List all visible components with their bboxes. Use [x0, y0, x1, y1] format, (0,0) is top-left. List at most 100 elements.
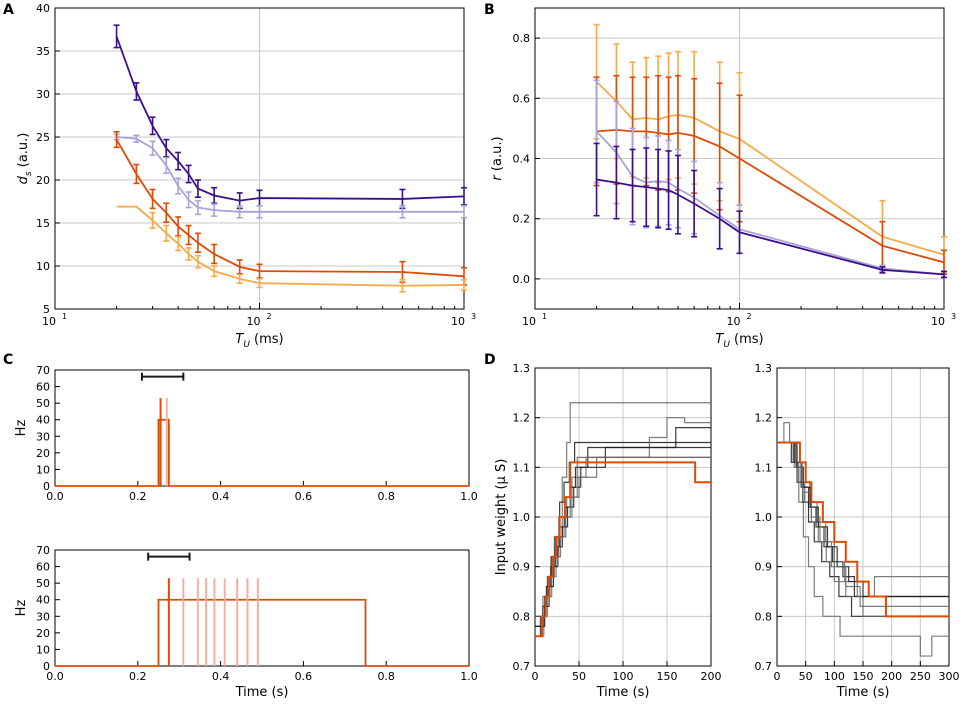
- x-tick-label-3: 0.6: [295, 490, 313, 503]
- weight-trace-7: [535, 461, 711, 638]
- x-tick-label-3: 0.6: [295, 670, 313, 683]
- y-tick-label-0: 0.7: [755, 660, 773, 673]
- y-tick-label-7: 70: [36, 364, 50, 377]
- series-line: [115, 36, 465, 202]
- x-tick-label-4: 0.8: [377, 670, 395, 683]
- y-tick-label-4: 25: [36, 131, 50, 144]
- series-line: [116, 205, 465, 287]
- y-axis-label-c-bottom: Hz: [14, 600, 29, 617]
- x-tick-label-2: 0.4: [212, 490, 230, 503]
- plot-frame-c-top: [54, 369, 470, 487]
- series-line: [596, 129, 945, 264]
- x-tick-label-6: 300: [939, 670, 960, 683]
- series-a-0: [113, 24, 467, 210]
- y-tick-label-2: 0.9: [513, 561, 531, 574]
- x-tick-exp-1: 2: [747, 312, 752, 321]
- weights-d-left: [535, 402, 711, 638]
- axes-b: 10 1 10 2 10 3 0.0 0.2 0.4 0.6 0.8: [513, 7, 956, 328]
- x-axis-label-a: TU (ms): [235, 332, 283, 350]
- x-tick-label-1: 10: [727, 315, 741, 328]
- panel-label-c: C: [3, 352, 13, 368]
- weight-trace-0: [777, 422, 949, 657]
- plot-frame-a: [54, 7, 465, 310]
- y-axis-label-b: r (a.u.): [490, 136, 505, 180]
- y-tick-label-7: 40: [36, 2, 50, 15]
- y-tick-label-3: 1.0: [755, 511, 773, 524]
- y-tick-label-2: 0.4: [513, 153, 531, 166]
- series-line: [596, 178, 945, 276]
- y-tick-label-0: 5: [43, 303, 50, 316]
- y-tick-label-4: 1.1: [755, 461, 773, 474]
- x-tick-label-5: 1.0: [460, 670, 478, 683]
- panel-label-d: D: [484, 352, 496, 368]
- plot-frame-d-left: [534, 367, 712, 667]
- y-tick-label-2: 20: [36, 447, 50, 460]
- plot-frame-d-right: [776, 367, 950, 667]
- y-tick-label-3: 20: [36, 174, 50, 187]
- y-tick-label-1: 0.2: [513, 213, 531, 226]
- y-axis-label-d-left: Input weight (μ S): [494, 459, 509, 576]
- x-tick-label-1: 50: [572, 670, 586, 683]
- y-tick-label-5: 1.2: [755, 412, 773, 425]
- y-tick-label-1: 0.8: [755, 610, 773, 623]
- y-tick-label-3: 0.6: [513, 92, 531, 105]
- x-tick-label-0: 10: [522, 315, 536, 328]
- x-tick-label-4: 200: [881, 670, 902, 683]
- x-tick-label-0: 0.0: [46, 490, 64, 503]
- y-tick-label-3: 30: [36, 430, 50, 443]
- y-tick-label-4: 40: [36, 414, 50, 427]
- y-tick-label-0: 0.0: [513, 273, 531, 286]
- x-tick-label-0: 0: [532, 670, 539, 683]
- y-axis-label-c-top: Hz: [14, 420, 29, 437]
- x-tick-exp-2: 3: [951, 312, 956, 321]
- x-tick-label-1: 0.2: [129, 670, 147, 683]
- rate-trace: [55, 598, 469, 667]
- y-tick-label-1: 10: [36, 260, 50, 273]
- y-tick-label-1: 0.8: [513, 610, 531, 623]
- axes-c-top: 0.0 0.2 0.4 0.6 0.8 1.0 0 10 20 30 40 50 60 70: [36, 364, 478, 503]
- x-tick-label-0: 10: [42, 315, 56, 328]
- series-line: [116, 136, 464, 213]
- series-line: [115, 139, 465, 278]
- x-tick-label-2: 10: [451, 315, 465, 328]
- series-a-3: [116, 205, 467, 293]
- weight-trace-7: [777, 441, 949, 618]
- rate-group-c-bottom: [55, 552, 469, 667]
- weight-trace-4: [777, 441, 949, 598]
- x-tick-label-1: 10: [247, 315, 261, 328]
- y-tick-label-4: 0.8: [513, 32, 531, 45]
- x-tick-label-2: 0.4: [212, 670, 230, 683]
- y-tick-label-6: 35: [36, 45, 50, 58]
- y-tick-label-6: 60: [36, 381, 50, 394]
- series-a-1: [113, 133, 467, 219]
- y-tick-label-3: 30: [36, 610, 50, 623]
- y-tick-label-5: 50: [36, 577, 50, 590]
- y-tick-label-3: 1.0: [513, 511, 531, 524]
- x-axis-label-d-right: Time (s): [836, 685, 890, 700]
- x-tick-exp-0: 1: [62, 312, 67, 321]
- panel-label-a: A: [3, 2, 14, 18]
- x-tick-label-2: 100: [824, 670, 845, 683]
- x-tick-label-4: 200: [701, 670, 722, 683]
- axes-d-right: 0 50 100 150 200 250 300 0.7 0.8 0.9 1.0 1.1 1.2 1.3: [755, 362, 960, 683]
- rate-group-c-top: [55, 372, 469, 487]
- x-axis-label-b: TU (ms): [715, 332, 763, 350]
- y-tick-label-5: 1.2: [513, 412, 531, 425]
- y-tick-label-6: 1.3: [755, 362, 773, 375]
- x-tick-label-1: 50: [799, 670, 813, 683]
- x-tick-label-1: 0.2: [129, 490, 147, 503]
- series-a-2: [113, 131, 467, 286]
- x-tick-exp-2: 3: [471, 312, 476, 321]
- y-tick-label-2: 20: [36, 627, 50, 640]
- series-line: [595, 81, 945, 256]
- y-tick-label-2: 0.9: [755, 561, 773, 574]
- y-tick-label-4: 40: [36, 594, 50, 607]
- plot-frame-c-bottom: [54, 549, 470, 667]
- x-tick-label-2: 10: [931, 315, 945, 328]
- y-tick-label-2: 15: [36, 217, 50, 230]
- rate-trace: [55, 418, 469, 487]
- y-tick-label-5: 30: [36, 88, 50, 101]
